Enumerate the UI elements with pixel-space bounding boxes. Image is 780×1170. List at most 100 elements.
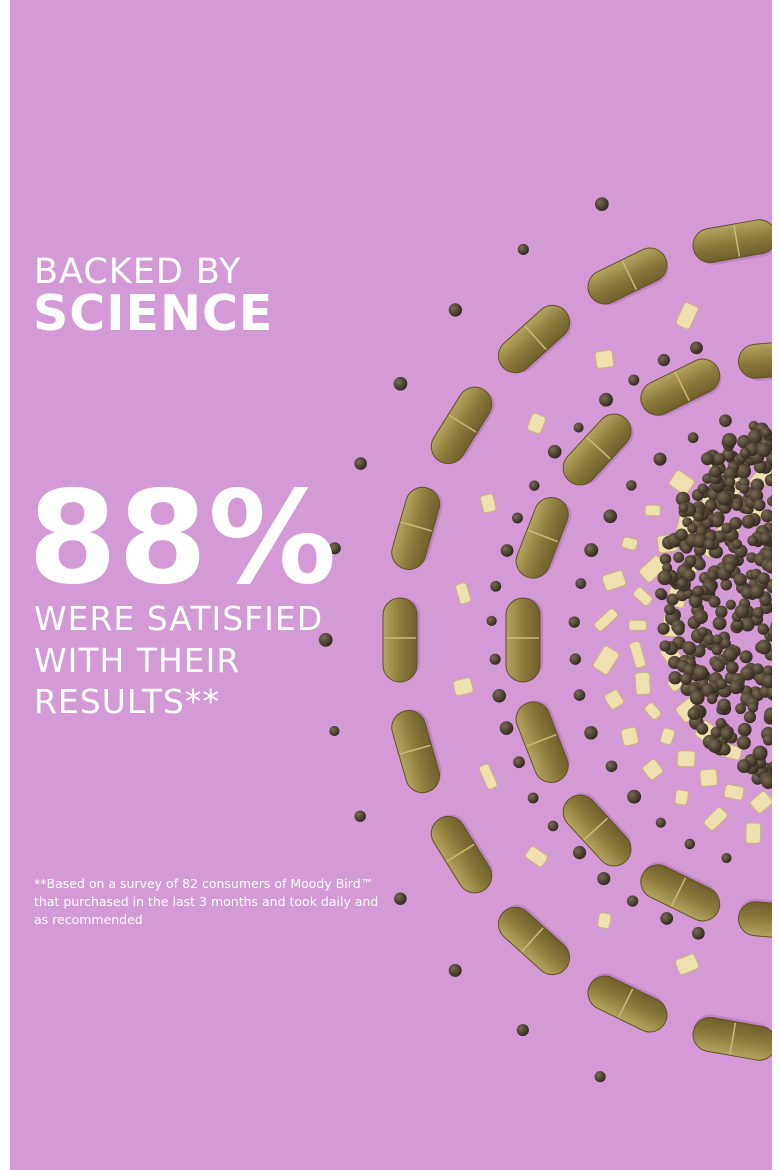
capsule xyxy=(692,1014,772,1061)
seed xyxy=(659,640,671,652)
seed xyxy=(740,665,756,681)
root-chip xyxy=(634,671,651,696)
header-line: BACKED BY xyxy=(34,252,241,292)
stat-line: WITH THEIR xyxy=(34,641,240,680)
seed xyxy=(762,674,772,688)
seed xyxy=(706,569,718,581)
stat-value: 88% xyxy=(28,464,337,613)
root-chip xyxy=(644,702,662,720)
seed xyxy=(715,678,728,690)
capsule xyxy=(587,973,668,1033)
footnote-line: **Based on a survey of 82 consumers of M… xyxy=(34,876,373,891)
seed xyxy=(703,633,716,646)
seed xyxy=(762,734,772,746)
seed xyxy=(599,392,613,407)
seed xyxy=(706,693,718,705)
seed xyxy=(725,599,736,610)
root-chip xyxy=(674,953,700,976)
seed xyxy=(770,494,772,504)
seed xyxy=(675,491,690,506)
seed xyxy=(394,892,407,905)
seed xyxy=(767,626,772,639)
seed xyxy=(773,564,780,575)
seed xyxy=(692,534,708,549)
root-chip xyxy=(745,822,762,844)
seed xyxy=(720,727,734,741)
seed xyxy=(657,353,670,367)
seed xyxy=(605,760,618,773)
seed xyxy=(764,473,772,487)
root-chip xyxy=(620,726,640,747)
seed xyxy=(448,963,462,977)
seed xyxy=(354,457,367,470)
seed xyxy=(775,554,780,567)
seed xyxy=(774,710,780,722)
seed xyxy=(673,551,685,563)
seed xyxy=(677,578,688,589)
seed xyxy=(737,722,752,737)
seed xyxy=(773,649,780,659)
seed xyxy=(489,653,501,665)
seed xyxy=(500,544,514,557)
capsule xyxy=(391,709,442,794)
capsule xyxy=(391,486,443,570)
capsule-arrangement xyxy=(318,197,780,1083)
capsule xyxy=(515,700,570,784)
seed xyxy=(737,759,751,774)
seed xyxy=(517,243,529,256)
seed xyxy=(736,463,752,479)
seed xyxy=(719,414,732,427)
capsule xyxy=(515,496,572,579)
seed xyxy=(492,688,507,703)
seed xyxy=(747,702,759,713)
seed xyxy=(575,578,587,589)
seed xyxy=(584,543,599,558)
seed xyxy=(776,536,780,550)
seed xyxy=(513,756,525,769)
seed xyxy=(717,698,731,712)
capsule xyxy=(640,358,722,417)
seed xyxy=(716,490,732,506)
capsule xyxy=(640,861,721,922)
root-chip xyxy=(659,727,676,746)
seed xyxy=(773,724,780,735)
seed xyxy=(776,553,780,567)
root-chip xyxy=(644,504,661,517)
seed xyxy=(691,926,705,940)
seed xyxy=(680,673,693,685)
seed xyxy=(547,444,562,459)
seed xyxy=(735,703,747,715)
seed xyxy=(711,658,725,673)
seed xyxy=(597,871,611,886)
seed xyxy=(584,726,598,740)
seed xyxy=(733,573,747,587)
footnote-line: that purchased in the last 3 months and … xyxy=(34,894,378,909)
capsule xyxy=(430,386,495,465)
seed xyxy=(770,513,772,523)
capsule xyxy=(497,904,571,976)
seed xyxy=(771,712,772,719)
seed xyxy=(752,607,764,619)
seed xyxy=(653,452,667,466)
seed xyxy=(773,563,780,577)
seed xyxy=(627,789,642,804)
root-chip xyxy=(594,349,615,369)
seed xyxy=(756,442,771,458)
seed xyxy=(739,650,753,664)
seed xyxy=(729,680,743,695)
seed xyxy=(720,638,731,649)
seed xyxy=(715,605,728,618)
root-chip xyxy=(723,783,745,801)
seed xyxy=(764,560,772,574)
seed xyxy=(739,447,751,459)
seed xyxy=(749,584,765,599)
seed xyxy=(655,817,666,828)
seed xyxy=(775,635,780,648)
seed xyxy=(753,499,766,512)
seed xyxy=(499,721,514,735)
seed xyxy=(490,580,502,592)
header-line: SCIENCE xyxy=(33,285,273,342)
seed xyxy=(693,609,708,625)
